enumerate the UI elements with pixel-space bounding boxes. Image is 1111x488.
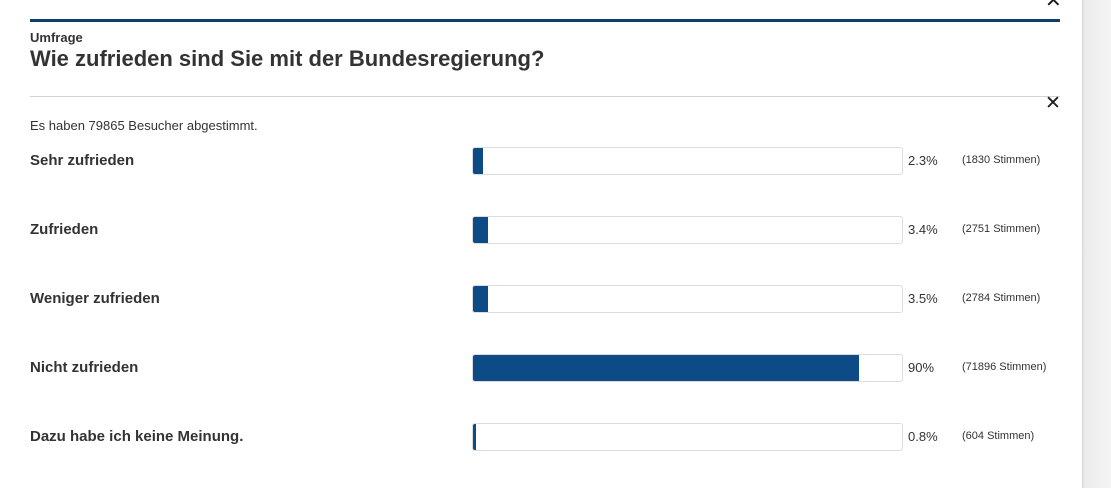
option-vote-count: (1830 Stimmen) bbox=[962, 154, 1041, 166]
result-bar-track bbox=[472, 354, 903, 382]
poll-option-row: Nicht zufrieden 90% (71896 Stimmen) bbox=[0, 354, 1082, 382]
result-bar-fill bbox=[473, 217, 488, 243]
poll-option-row: Zufrieden 3.4% (2751 Stimmen) bbox=[0, 216, 1082, 244]
poll-option-row: Sehr zufrieden 2.3% (1830 Stimmen) bbox=[0, 147, 1082, 175]
close-icon[interactable]: ✕ bbox=[1045, 0, 1062, 12]
result-bar-fill bbox=[473, 286, 488, 312]
page-edge-shadow bbox=[1082, 0, 1111, 488]
option-percent: 2.3% bbox=[908, 153, 938, 168]
total-votes-text: Es haben 79865 Besucher abgestimmt. bbox=[30, 118, 258, 133]
option-label: Weniger zufrieden bbox=[30, 290, 160, 307]
option-label: Zufrieden bbox=[30, 221, 99, 238]
option-percent: 3.5% bbox=[908, 291, 938, 306]
option-label: Sehr zufrieden bbox=[30, 152, 135, 169]
option-label: Dazu habe ich keine Meinung. bbox=[30, 428, 244, 445]
option-percent: 90% bbox=[908, 360, 935, 375]
option-vote-count: (2784 Stimmen) bbox=[962, 292, 1041, 304]
poll-question: Wie zufrieden sind Sie mit der Bundesreg… bbox=[30, 46, 545, 71]
option-vote-count: (71896 Stimmen) bbox=[962, 361, 1047, 373]
result-bar-fill bbox=[473, 355, 860, 381]
result-bar-track bbox=[472, 423, 903, 451]
poll-kicker: Umfrage bbox=[30, 30, 83, 45]
option-vote-count: (604 Stimmen) bbox=[962, 430, 1035, 442]
option-percent: 3.4% bbox=[908, 222, 938, 237]
poll-option-row: Weniger zufrieden 3.5% (2784 Stimmen) bbox=[0, 285, 1082, 313]
option-percent: 0.8% bbox=[908, 429, 938, 444]
result-bar-track bbox=[472, 147, 903, 175]
result-bar-fill bbox=[473, 424, 477, 450]
option-label: Nicht zufrieden bbox=[30, 359, 139, 376]
result-bar-track bbox=[472, 285, 903, 313]
section-divider bbox=[30, 96, 1060, 97]
poll-option-row: Dazu habe ich keine Meinung. 0.8% (604 S… bbox=[0, 423, 1082, 451]
close-results-icon[interactable]: ✕ bbox=[1045, 93, 1061, 114]
result-bar-track bbox=[472, 216, 903, 244]
header-rule bbox=[30, 19, 1060, 22]
result-bar-fill bbox=[473, 148, 483, 174]
option-vote-count: (2751 Stimmen) bbox=[962, 223, 1041, 235]
